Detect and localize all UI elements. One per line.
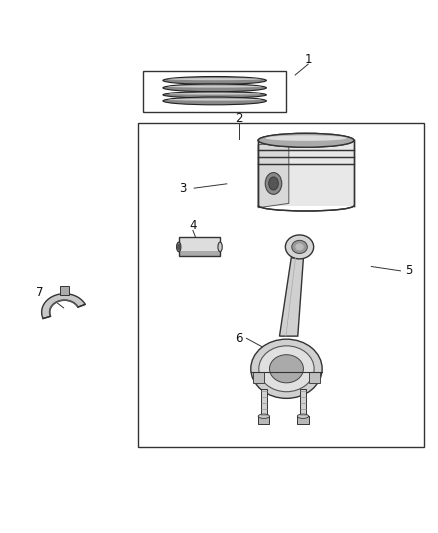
Bar: [179, 237, 220, 256]
Text: 1: 1: [304, 53, 312, 66]
Polygon shape: [258, 142, 289, 208]
Text: 3: 3: [180, 182, 187, 195]
Bar: [300, 389, 306, 416]
Bar: [297, 416, 309, 424]
Ellipse shape: [251, 339, 322, 398]
Ellipse shape: [286, 235, 314, 259]
Ellipse shape: [295, 244, 304, 251]
Text: 2: 2: [235, 112, 242, 125]
Text: 7: 7: [36, 286, 43, 299]
Bar: [60, 286, 69, 295]
Text: 6: 6: [235, 332, 242, 345]
Ellipse shape: [163, 92, 266, 98]
Bar: [261, 389, 267, 416]
Ellipse shape: [258, 414, 269, 418]
Ellipse shape: [163, 84, 266, 92]
Ellipse shape: [258, 133, 354, 147]
Ellipse shape: [218, 242, 222, 252]
Ellipse shape: [259, 346, 314, 392]
Text: 4: 4: [189, 219, 197, 232]
Bar: [254, 372, 264, 383]
Polygon shape: [42, 294, 85, 319]
Ellipse shape: [269, 355, 304, 383]
Ellipse shape: [163, 97, 266, 105]
Ellipse shape: [177, 244, 180, 249]
Bar: [179, 251, 220, 256]
Ellipse shape: [297, 414, 309, 418]
Bar: [258, 416, 269, 424]
Ellipse shape: [292, 240, 307, 254]
Ellipse shape: [168, 78, 261, 80]
Bar: [138, 123, 424, 447]
Text: 5: 5: [405, 264, 412, 277]
Ellipse shape: [168, 99, 261, 101]
Polygon shape: [258, 140, 354, 206]
Bar: [179, 237, 220, 256]
Polygon shape: [279, 258, 304, 336]
Ellipse shape: [265, 135, 347, 141]
Ellipse shape: [268, 177, 278, 190]
Ellipse shape: [168, 85, 261, 87]
Ellipse shape: [163, 77, 266, 84]
Ellipse shape: [177, 242, 181, 252]
Bar: [143, 71, 286, 112]
Bar: [309, 372, 319, 383]
Ellipse shape: [168, 93, 261, 95]
Ellipse shape: [265, 173, 282, 195]
Ellipse shape: [258, 133, 354, 147]
